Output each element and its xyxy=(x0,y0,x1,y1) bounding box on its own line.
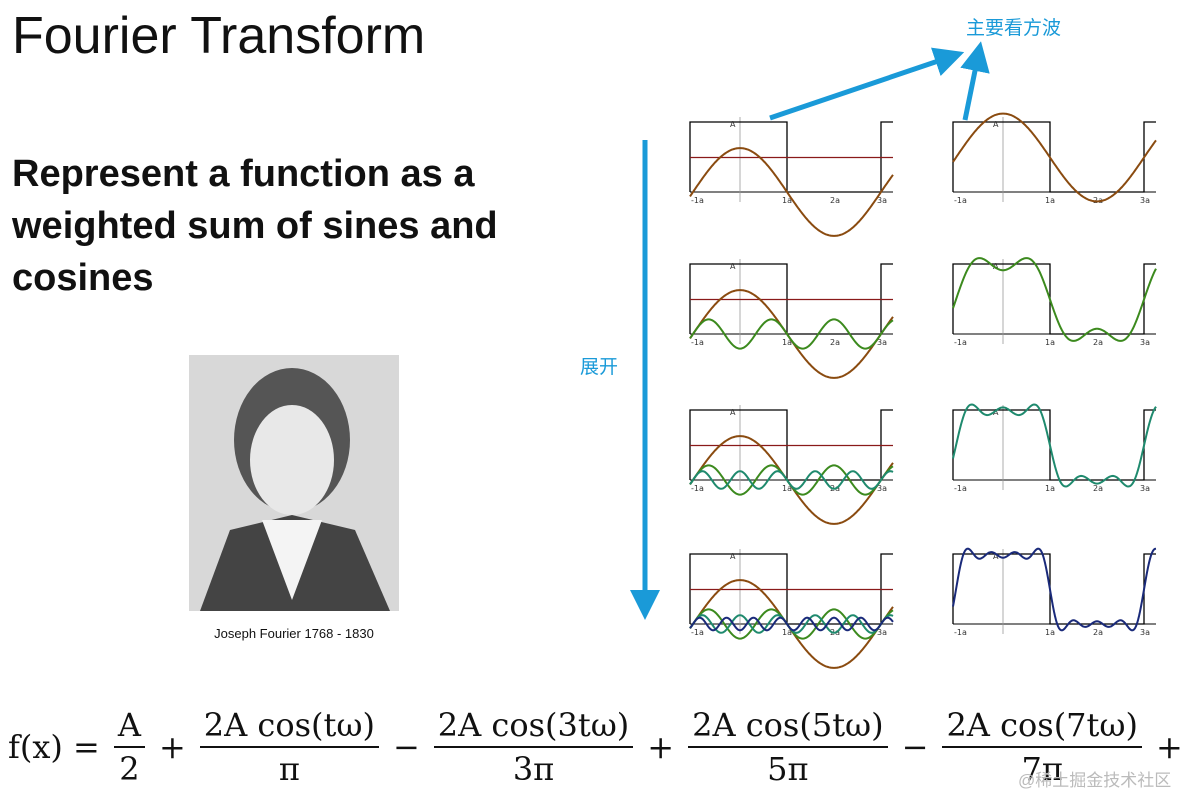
numerator: 2A cos(7tω) xyxy=(942,704,1142,748)
numerator: 2A cos(tω) xyxy=(199,704,379,748)
axis-label: A xyxy=(993,552,999,561)
fraction: 2A cos(5tω) 5π xyxy=(688,704,888,790)
operator: + xyxy=(158,728,186,766)
fraction: 2A cos(7tω) 7π xyxy=(942,704,1142,790)
title: Fourier Transform xyxy=(12,7,426,65)
numerator: A xyxy=(113,704,145,748)
watermark: @稀土掘金技术社区 xyxy=(1018,771,1172,790)
axis-label: A xyxy=(993,262,999,271)
axis-label: 1a xyxy=(1045,338,1055,347)
axis-label: -1a xyxy=(954,338,967,347)
axis-label: 2a xyxy=(830,338,840,347)
axis-label: 1a xyxy=(782,196,792,205)
annotation: 主要看方波 xyxy=(966,18,1062,39)
caption: Joseph Fourier 1768 - 1830 xyxy=(214,626,374,641)
axis-label: -1a xyxy=(954,628,967,637)
operator: + xyxy=(647,728,675,766)
denominator: 3π xyxy=(512,750,555,788)
axis-label: 1a xyxy=(782,338,792,347)
axis-label: 2a xyxy=(830,196,840,205)
portrait-face xyxy=(250,405,334,515)
denominator: 2 xyxy=(119,750,140,788)
axis-label: -1a xyxy=(954,484,967,493)
axis-label: -1a xyxy=(691,484,704,493)
harmonic xyxy=(689,616,894,632)
arrow xyxy=(769,47,965,121)
axis-label: 1a xyxy=(1045,196,1055,205)
numerator: 2A cos(3tω) xyxy=(433,704,634,748)
axis-label: 3a xyxy=(1140,484,1150,493)
harmonic xyxy=(689,470,894,490)
axis-label: 3a xyxy=(877,628,887,637)
axis-label: 3a xyxy=(1140,338,1150,347)
harmonic xyxy=(689,147,894,237)
axis-label: 3a xyxy=(877,484,887,493)
harmonic xyxy=(689,318,894,350)
axis-label: A xyxy=(993,120,999,129)
fraction: 2A cos(3tω) 3π xyxy=(433,704,634,790)
partial-sum xyxy=(952,403,1157,488)
operator: − xyxy=(392,728,420,766)
square-wave xyxy=(952,263,1156,335)
axis-label: -1a xyxy=(954,196,967,205)
fraction: 2A cos(tω) π xyxy=(199,704,379,790)
partial-sum xyxy=(952,112,1157,203)
square-wave xyxy=(952,121,1156,193)
axis-label: A xyxy=(730,408,736,417)
axis-label: 3a xyxy=(1140,196,1150,205)
axis-label: 1a xyxy=(1045,484,1055,493)
axis-label: 3a xyxy=(877,196,887,205)
axis-label: 2a xyxy=(1093,628,1103,637)
formula-tail: + ··· xyxy=(1155,728,1184,766)
axis-label: 1a xyxy=(782,628,792,637)
denominator: 5π xyxy=(767,750,809,788)
partial-sum xyxy=(952,257,1157,342)
axis-label: 2a xyxy=(1093,338,1103,347)
partial-sum xyxy=(952,547,1157,632)
annotation: 展开 xyxy=(580,357,619,378)
axis-label: -1a xyxy=(691,338,704,347)
formula: f(x) = A 2 +2A cos(tω) π −2A cos(3tω) 3π +2A co… xyxy=(0,700,1184,794)
axis-label: 3a xyxy=(1140,628,1150,637)
axis-label: -1a xyxy=(691,628,704,637)
operator: − xyxy=(901,728,929,766)
denominator: 7π xyxy=(1021,750,1063,788)
square-wave xyxy=(952,409,1156,481)
axis-label: 1a xyxy=(782,484,792,493)
body-text: Represent a function as a weighted sum o… xyxy=(12,153,498,299)
axis-label: A xyxy=(730,120,736,129)
portrait-collar xyxy=(262,520,322,600)
arrow xyxy=(960,41,990,121)
axis-label: 3a xyxy=(877,338,887,347)
axis-label: A xyxy=(993,408,999,417)
axis-label: 1a xyxy=(1045,628,1055,637)
square-wave xyxy=(952,553,1156,625)
denominator: π xyxy=(278,750,300,788)
axis-label: 2a xyxy=(1093,484,1103,493)
numerator: 2A cos(5tω) xyxy=(688,704,888,748)
formula-lhs: f(x) = xyxy=(8,728,100,766)
axis-label: -1a xyxy=(691,196,704,205)
axis-label: A xyxy=(730,262,736,271)
axis-label: A xyxy=(730,552,736,561)
